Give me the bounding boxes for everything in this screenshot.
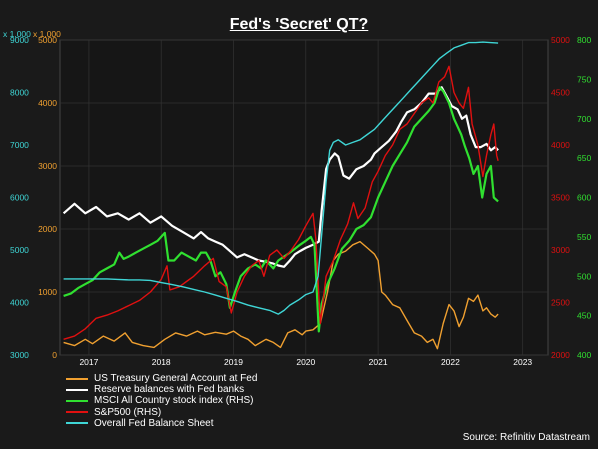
left-outer-tick-label: 7000 bbox=[10, 140, 29, 150]
legend-item: Overall Fed Balance Sheet bbox=[66, 418, 257, 429]
right-inner-tick-label: 4000 bbox=[551, 140, 570, 150]
right-inner-tick-label: 2500 bbox=[551, 298, 570, 308]
x-tick-label: 2017 bbox=[79, 357, 98, 367]
left-inner-tick-label: 3000 bbox=[38, 161, 57, 171]
legend-label: S&P500 (RHS) bbox=[94, 406, 162, 418]
series-lines bbox=[62, 41, 499, 350]
series-line bbox=[63, 86, 499, 333]
right-outer-tick-label: 600 bbox=[577, 193, 591, 203]
right-outer-tick-label: 800 bbox=[577, 35, 591, 45]
left-outer-tick-label: 5000 bbox=[10, 245, 29, 255]
left-outer-unit-label: x 1,000 bbox=[3, 29, 31, 39]
left-outer-tick-label: 8000 bbox=[10, 88, 29, 98]
left-inner-tick-label: 0 bbox=[52, 350, 57, 360]
legend-item: Reserve balances with Fed banks bbox=[66, 384, 257, 395]
right-inner-tick-label: 2000 bbox=[551, 350, 570, 360]
legend-label: Overall Fed Balance Sheet bbox=[94, 417, 214, 429]
plot-background bbox=[59, 39, 549, 356]
left-inner-tick-label: 4000 bbox=[38, 98, 57, 108]
right-inner-tick-label: 5000 bbox=[551, 35, 570, 45]
legend: US Treasury General Account at Fed Reserv… bbox=[66, 373, 257, 429]
series-line bbox=[63, 41, 499, 315]
x-tick-label: 2023 bbox=[513, 357, 532, 367]
left-inner-tick-label: 2000 bbox=[38, 224, 57, 234]
source-note: Source: Refinitiv Datastream bbox=[462, 432, 590, 443]
legend-item: US Treasury General Account at Fed bbox=[66, 373, 257, 384]
right-outer-tick-label: 750 bbox=[577, 74, 591, 84]
right-outer-tick-label: 650 bbox=[577, 153, 591, 163]
right-outer-tick-label: 550 bbox=[577, 232, 591, 242]
left-inner-tick-label: 5000 bbox=[38, 35, 57, 45]
right-inner-tick-label: 3500 bbox=[551, 193, 570, 203]
legend-label: US Treasury General Account at Fed bbox=[94, 373, 258, 384]
legend-label: Reserve balances with Fed banks bbox=[94, 384, 245, 396]
left-outer-tick-label: 6000 bbox=[10, 193, 29, 203]
x-tick-label: 2020 bbox=[296, 357, 315, 367]
right-inner-tick-label: 4500 bbox=[551, 88, 570, 98]
left-outer-tick-label: 9000 bbox=[10, 35, 29, 45]
x-tick-label: 2018 bbox=[152, 357, 171, 367]
left-outer-tick-label: 4000 bbox=[10, 298, 29, 308]
chart-title: Fed's 'Secret' QT? bbox=[229, 16, 369, 33]
legend-item: S&P500 (RHS) bbox=[66, 407, 257, 418]
left-inner-tick-label: 1000 bbox=[38, 287, 57, 297]
legend-swatch bbox=[66, 400, 88, 402]
legend-label: MSCI All Country stock index (RHS) bbox=[94, 395, 254, 407]
x-tick-label: 2021 bbox=[369, 357, 388, 367]
x-tick-label: 2022 bbox=[441, 357, 460, 367]
left-inner-unit-label: x 1,000 bbox=[33, 29, 61, 39]
series-line bbox=[63, 65, 499, 340]
legend-swatch bbox=[66, 422, 88, 425]
left-outer-tick-label: 3000 bbox=[10, 350, 29, 360]
legend-swatch bbox=[66, 377, 88, 380]
legend-swatch bbox=[66, 411, 88, 414]
right-outer-tick-label: 450 bbox=[577, 311, 591, 321]
right-outer-tick-label: 400 bbox=[577, 350, 591, 360]
right-inner-tick-label: 3000 bbox=[551, 245, 570, 255]
x-tick-label: 2019 bbox=[224, 357, 243, 367]
right-outer-tick-label: 700 bbox=[577, 114, 591, 124]
right-outer-tick-label: 500 bbox=[577, 271, 591, 281]
legend-item: MSCI All Country stock index (RHS) bbox=[66, 395, 257, 406]
legend-swatch bbox=[66, 388, 88, 391]
